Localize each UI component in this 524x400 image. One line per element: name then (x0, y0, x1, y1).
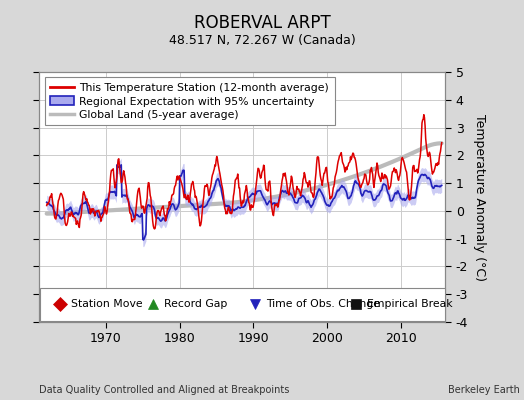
Text: Empirical Break: Empirical Break (367, 299, 453, 310)
Text: Time of Obs. Change: Time of Obs. Change (266, 299, 380, 310)
Legend: This Temperature Station (12-month average), Regional Expectation with 95% uncer: This Temperature Station (12-month avera… (45, 78, 334, 126)
Y-axis label: Temperature Anomaly (°C): Temperature Anomaly (°C) (473, 114, 486, 280)
Text: Berkeley Earth: Berkeley Earth (448, 385, 520, 395)
Text: Station Move: Station Move (71, 299, 143, 310)
Text: 48.517 N, 72.267 W (Canada): 48.517 N, 72.267 W (Canada) (169, 34, 355, 47)
Text: ROBERVAL ARPT: ROBERVAL ARPT (194, 14, 330, 32)
Text: Record Gap: Record Gap (165, 299, 228, 310)
Text: Data Quality Controlled and Aligned at Breakpoints: Data Quality Controlled and Aligned at B… (39, 385, 290, 395)
FancyBboxPatch shape (40, 288, 444, 320)
